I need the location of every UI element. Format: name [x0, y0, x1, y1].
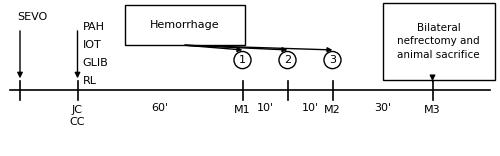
- Text: 10': 10': [302, 103, 318, 113]
- Text: SEVO: SEVO: [18, 12, 48, 22]
- Text: 3: 3: [329, 55, 336, 65]
- Text: RL: RL: [82, 76, 96, 86]
- Text: M3: M3: [424, 105, 441, 115]
- Text: Bilateral
nefrectomy and
animal sacrifice: Bilateral nefrectomy and animal sacrific…: [398, 23, 480, 60]
- FancyBboxPatch shape: [125, 5, 245, 45]
- Text: 2: 2: [284, 55, 291, 65]
- Text: 1: 1: [239, 55, 246, 65]
- Ellipse shape: [279, 51, 296, 69]
- Ellipse shape: [234, 51, 251, 69]
- Text: 30': 30': [374, 103, 391, 113]
- Text: JC
CC: JC CC: [70, 105, 85, 127]
- Text: PAH: PAH: [82, 22, 104, 32]
- Text: Hemorrhage: Hemorrhage: [150, 20, 220, 30]
- Text: GLIB: GLIB: [82, 58, 108, 68]
- FancyBboxPatch shape: [382, 3, 495, 80]
- Text: M1: M1: [234, 105, 251, 115]
- Text: IOT: IOT: [82, 40, 101, 50]
- Text: M2: M2: [324, 105, 341, 115]
- Ellipse shape: [324, 51, 341, 69]
- Text: 60': 60': [152, 103, 168, 113]
- Text: 10': 10': [256, 103, 274, 113]
